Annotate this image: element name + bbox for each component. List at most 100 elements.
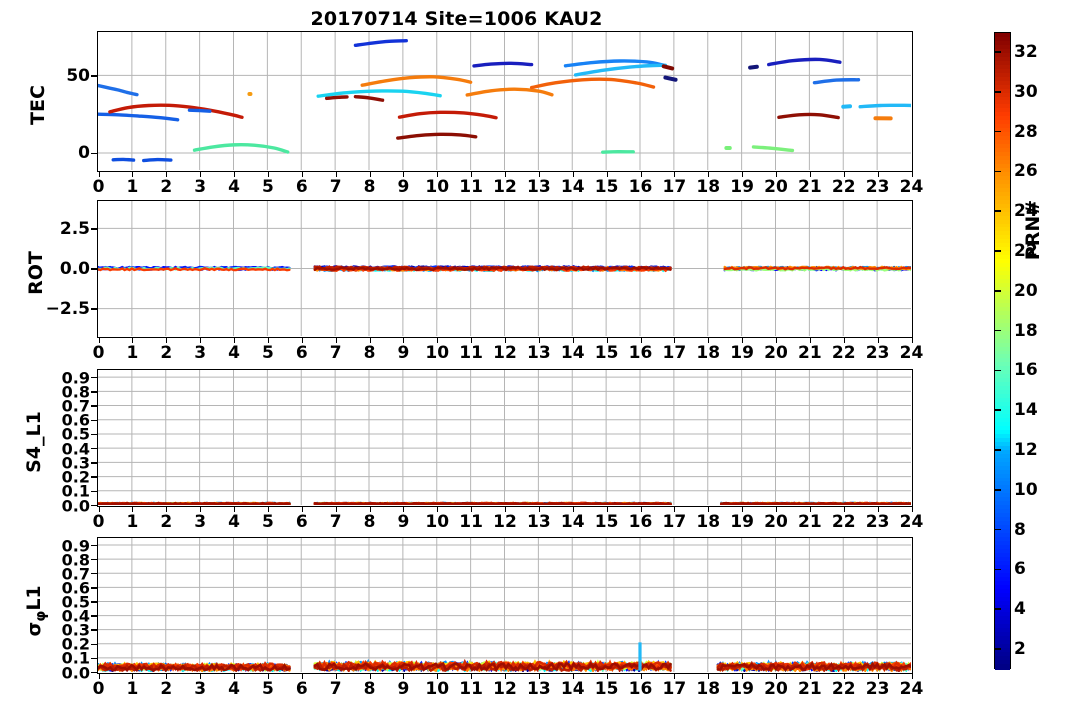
x-axis-tick (505, 337, 506, 343)
x-axis-tick-label: 12 (493, 679, 517, 699)
colorbar-swatch (995, 350, 1010, 357)
x-axis-tick-label: 16 (628, 177, 653, 197)
colorbar-tick (994, 130, 1001, 133)
colorbar-swatch (995, 247, 1010, 254)
x-axis-tick (708, 171, 710, 177)
y-axis-tick (91, 629, 97, 631)
colorbar-swatch (995, 624, 1010, 631)
x-axis-tick-label: 19 (730, 343, 754, 363)
x-axis-tick (776, 673, 777, 679)
x-axis-tick-label: 11 (459, 343, 483, 363)
y-axis-tick-label: 0.9 (61, 368, 90, 388)
colorbar-swatch (995, 108, 1010, 115)
x-axis-tick (471, 171, 473, 177)
tec-arc-prn-26 (465, 87, 554, 97)
colorbar-swatch (995, 116, 1010, 123)
colorbar-swatch (995, 156, 1010, 162)
colorbar-swatch (995, 187, 1010, 194)
tec-arc-prn-5 (812, 78, 861, 85)
x-axis-tick-label: 12 (493, 177, 517, 197)
x-axis-tick-label: 21 (798, 343, 822, 363)
colorbar-swatch (995, 509, 1010, 516)
x-axis-tick (572, 171, 574, 177)
x-axis-tick (132, 673, 134, 679)
x-axis-tick-label: 18 (696, 343, 721, 363)
x-axis-tick (843, 171, 845, 177)
x-axis-tick (538, 506, 540, 512)
y-axis-tick-label: 0.9 (61, 536, 90, 556)
y-axis-tick (91, 405, 97, 407)
x-axis-tick-label: 19 (730, 177, 754, 197)
x-axis-tick (911, 171, 913, 177)
colorbar-swatch (995, 406, 1010, 412)
colorbar-swatch (995, 628, 1010, 635)
x-axis-tick-label: 18 (696, 679, 721, 699)
x-axis-tick (301, 337, 303, 343)
x-axis-tick (369, 673, 371, 679)
x-axis-tick (267, 673, 269, 679)
x-axis-tick (640, 673, 642, 679)
x-axis-tick (369, 506, 371, 512)
axis-label-sigma-phi-l1: σφL1 (23, 565, 49, 657)
colorbar-swatch (995, 72, 1010, 79)
x-axis-tick (742, 337, 744, 343)
x-axis-tick (742, 506, 744, 512)
x-axis-tick-label: 22 (831, 679, 856, 699)
x-axis-tick-label: 22 (831, 512, 856, 532)
colorbar-swatch (995, 592, 1010, 599)
colorbar-swatch (995, 112, 1010, 119)
x-axis-tick (471, 506, 473, 512)
colorbar-swatch (995, 52, 1010, 59)
x-axis-tick (132, 506, 134, 512)
x-axis-tick (234, 673, 235, 679)
colorbar-swatch (995, 449, 1010, 456)
x-axis-tick (911, 337, 913, 343)
tec-arc-prn-26 (360, 75, 473, 87)
x-axis-tick (776, 337, 777, 343)
colorbar-swatch (995, 596, 1010, 603)
x-axis-tick-label: 21 (798, 177, 822, 197)
y-axis-tick-label: 0.4 (61, 439, 90, 459)
tec-arc-prn-7 (563, 59, 666, 68)
colorbar-label: PRN# (1022, 199, 1044, 261)
tec-arc-prn-30 (353, 94, 385, 102)
axis-label-tec: TEC (27, 85, 49, 125)
x-axis-tick (742, 171, 744, 177)
colorbar-swatch (995, 302, 1010, 309)
x-axis-tick (471, 673, 473, 679)
colorbar-swatch (995, 544, 1010, 551)
y-axis-tick-label: 0.3 (61, 620, 90, 640)
tec-arc-prn-31 (396, 132, 478, 140)
colorbar-swatch (995, 239, 1010, 246)
x-axis-tick (606, 337, 608, 343)
colorbar-swatch (995, 68, 1010, 75)
colorbar-tick (994, 489, 1001, 491)
colorbar-swatch (995, 600, 1010, 607)
sigma-glyph: σ (23, 621, 46, 637)
x-axis-tick (640, 171, 642, 177)
x-axis-tick (809, 171, 811, 177)
y-axis-tick (91, 433, 97, 436)
colorbar-tick-label: 22 (1014, 240, 1038, 261)
colorbar-swatch (995, 410, 1010, 416)
x-axis-tick (166, 171, 168, 177)
colorbar-swatch (995, 167, 1010, 174)
x-axis-tick (877, 171, 879, 177)
colorbar-swatch (995, 485, 1010, 492)
x-axis-tick (403, 337, 405, 343)
colorbar-swatch (995, 644, 1010, 651)
colorbar-swatch (995, 469, 1010, 476)
colorbar-swatch (995, 171, 1010, 178)
x-axis-tick-label: 15 (594, 343, 619, 363)
colorbar-swatch (995, 56, 1010, 63)
y-axis-tick (91, 657, 97, 660)
x-axis-tick-label: 4 (228, 679, 240, 699)
colorbar-tick (994, 449, 1001, 451)
x-axis-tick (538, 171, 540, 177)
x-axis-tick (809, 673, 811, 679)
panel-tec (97, 31, 913, 172)
x-axis-tick (437, 171, 439, 177)
colorbar-swatch (995, 636, 1010, 643)
colorbar-swatch (995, 120, 1010, 127)
colorbar-tick-label: 32 (1014, 41, 1038, 62)
